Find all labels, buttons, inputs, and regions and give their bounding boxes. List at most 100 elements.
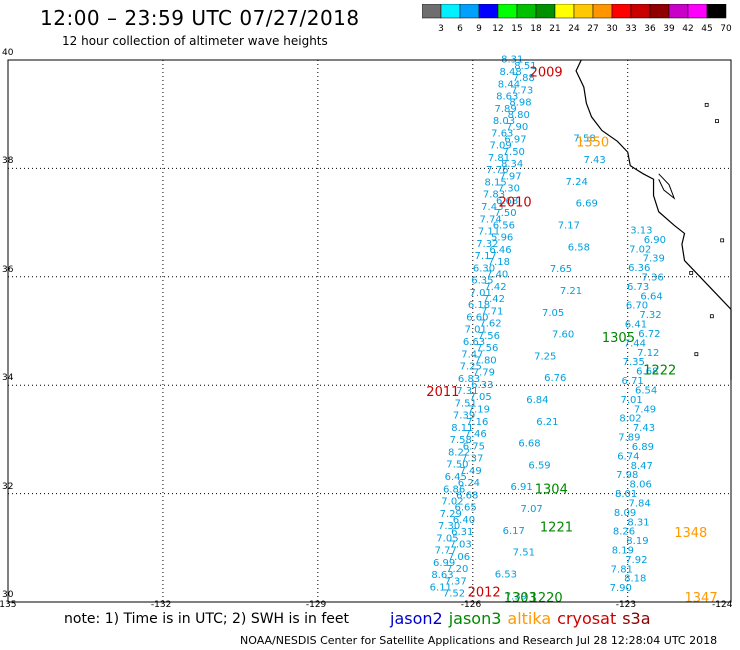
map-grid bbox=[8, 60, 731, 602]
colorbar-swatch bbox=[440, 4, 461, 19]
wave-height-value: 6.41 bbox=[625, 320, 647, 331]
wave-height-value: 7.01 bbox=[465, 325, 487, 336]
legend-altika: altika bbox=[507, 609, 552, 628]
wave-height-value: 6.68 bbox=[636, 367, 658, 378]
wave-height-value: 6.90 bbox=[644, 235, 666, 246]
wave-height-value: 7.65 bbox=[550, 264, 572, 275]
wave-height-value: 7.50 bbox=[446, 460, 468, 471]
wave-height-value: 7.58 bbox=[450, 435, 472, 446]
colorbar-tick-label: 12 bbox=[492, 24, 503, 34]
pass-number-label: 2010 bbox=[499, 195, 532, 210]
wave-height-value: 7.35 bbox=[623, 357, 645, 368]
wave-height-value: 7.51 bbox=[513, 548, 535, 559]
wave-height-value: 8.80 bbox=[508, 110, 530, 121]
wave-height-value: 6.46 bbox=[489, 245, 511, 256]
wave-height-value: 6.65 bbox=[454, 503, 476, 514]
wave-height-value: 6.68 bbox=[456, 490, 478, 501]
wave-height-value: 7.97 bbox=[499, 171, 521, 182]
wave-height-value: 7.02 bbox=[629, 244, 651, 255]
colorbar-tick-label: 18 bbox=[530, 24, 542, 34]
colorbar-tick-label: 36 bbox=[644, 24, 656, 34]
wave-height-value: 6.70 bbox=[626, 301, 648, 312]
latitude-label: 30 bbox=[2, 590, 14, 600]
wave-height-value: 6.59 bbox=[528, 460, 550, 471]
wave-height-value: 6.31 bbox=[451, 527, 473, 538]
wave-height-value: 7.88 bbox=[513, 73, 535, 84]
longitude-label: -135 bbox=[0, 600, 17, 610]
wave-height-value: 7.58 bbox=[573, 133, 595, 144]
wave-height-value: 6.40 bbox=[453, 515, 475, 526]
pass-number-label: 1220 bbox=[530, 591, 563, 606]
wave-height-value: 7.90 bbox=[610, 583, 632, 594]
wave-height-value: 7.25 bbox=[460, 362, 482, 373]
map-subtitle: 12 hour collection of altimeter wave hei… bbox=[62, 34, 328, 48]
wave-height-value: 6.84 bbox=[526, 395, 548, 406]
colorbar-swatch bbox=[611, 4, 632, 19]
latitude-label: 40 bbox=[2, 48, 14, 58]
wave-height-value: 6.35 bbox=[471, 276, 493, 287]
wave-height-value: 8.44 bbox=[498, 79, 520, 90]
wave-height-value: 7.19 bbox=[468, 404, 490, 415]
longitude-label: -123 bbox=[615, 600, 637, 610]
wave-height-value: 6.86 bbox=[443, 484, 465, 495]
wave-height-value: 7.81 bbox=[611, 564, 633, 575]
wave-height-value: 7.17 bbox=[475, 251, 497, 262]
wave-height-value: 8.98 bbox=[509, 98, 531, 109]
colorbar-tick-label: 15 bbox=[511, 24, 522, 34]
wave-height-value: 6.56 bbox=[493, 220, 515, 231]
wave-height-value: 7.76 bbox=[486, 165, 508, 176]
wave-height-value: 6.75 bbox=[463, 441, 485, 452]
legend-cryosat: cryosat bbox=[557, 609, 617, 628]
colorbar-swatch bbox=[554, 4, 575, 19]
island-mark bbox=[709, 314, 714, 319]
pass-number-label: 1305 bbox=[602, 331, 635, 346]
wave-height-value: 6.73 bbox=[627, 282, 649, 293]
wave-height-value: 8.34 bbox=[501, 159, 523, 170]
pass-number-label: 1222 bbox=[643, 363, 676, 378]
wave-height-value: 7.62 bbox=[479, 319, 501, 330]
wave-height-value: 6.33 bbox=[471, 380, 493, 391]
colorbar-swatch bbox=[478, 4, 499, 19]
wave-height-value: 7.52 bbox=[443, 589, 465, 600]
wave-height-value: 6.64 bbox=[640, 291, 662, 302]
wave-height-value: 7.21 bbox=[560, 286, 582, 297]
credit-line: NOAA/NESDIS Center for Satellite Applica… bbox=[240, 634, 718, 647]
colorbar-swatch bbox=[706, 4, 727, 19]
wave-height-value: 7.63 bbox=[491, 128, 513, 139]
wave-height-value: 7.31 bbox=[456, 386, 478, 397]
latitude-label: 38 bbox=[2, 156, 14, 167]
legend-s3a: s3a bbox=[622, 609, 651, 628]
wave-height-value: 7.39 bbox=[643, 254, 665, 265]
latitude-label: 34 bbox=[2, 373, 14, 384]
pass-number-label: 1348 bbox=[674, 526, 707, 541]
latitude-label: 36 bbox=[2, 264, 14, 275]
wave-height-value: 6.21 bbox=[536, 417, 558, 428]
wave-height-value: 8.47 bbox=[631, 461, 653, 472]
wave-height-value: 7.89 bbox=[618, 433, 640, 444]
wave-height-value: 6.72 bbox=[638, 329, 660, 340]
colorbar-swatch bbox=[573, 4, 594, 19]
colorbar-swatch bbox=[459, 4, 480, 19]
wave-height-value: 7.09 bbox=[489, 141, 511, 152]
colorbar-tick-label: 24 bbox=[568, 24, 580, 34]
wave-height-value: 7.43 bbox=[633, 423, 655, 434]
colorbar-swatch bbox=[422, 4, 442, 19]
wave-height-value: 7.46 bbox=[464, 429, 486, 440]
satellite-legend: jason2 jason3 altika cryosat s3a bbox=[390, 609, 657, 628]
wave-height-value: 7.03 bbox=[449, 539, 471, 550]
wave-height-value: 7.01 bbox=[470, 288, 492, 299]
wave-height-value: 6.17 bbox=[503, 526, 525, 537]
wave-height-value: 8.01 bbox=[615, 489, 637, 500]
map-frame bbox=[7, 59, 732, 603]
wave-height-value: 7.44 bbox=[624, 338, 646, 349]
footer-note: note: 1) Time is in UTC; 2) SWH is in fe… bbox=[64, 611, 350, 627]
wave-height-value: 7.11 bbox=[478, 227, 500, 238]
legend-jason3: jason3 bbox=[448, 609, 502, 628]
legend-jason2: jason2 bbox=[390, 609, 443, 628]
latitude-label: 32 bbox=[2, 481, 14, 492]
wave-height-value: 7.01 bbox=[620, 395, 642, 406]
wave-height-value: 7.05 bbox=[542, 308, 564, 319]
pass-number-label: 1221 bbox=[540, 521, 573, 536]
island-mark bbox=[704, 102, 709, 107]
wave-height-value: 7.37 bbox=[444, 576, 466, 587]
